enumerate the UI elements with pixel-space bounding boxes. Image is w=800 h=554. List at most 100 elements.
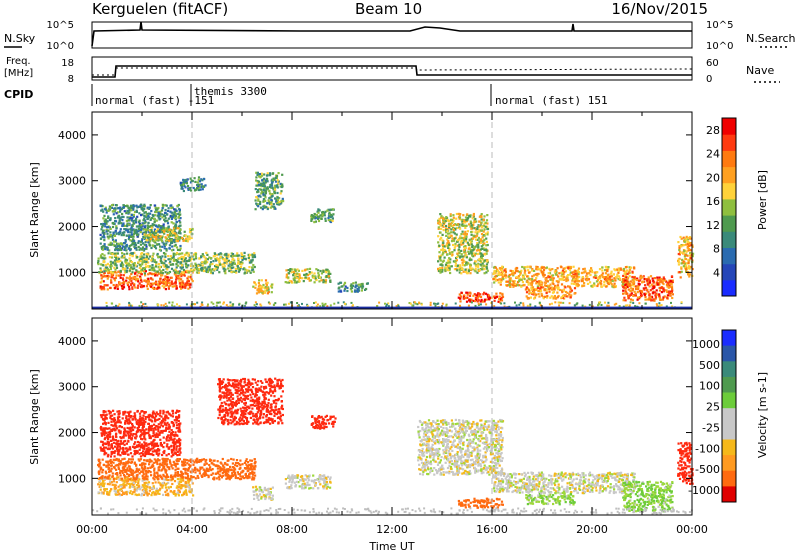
- power-cell: [486, 260, 489, 263]
- power-cell: [106, 288, 109, 291]
- power-cell: [638, 283, 641, 286]
- power-cell: [667, 281, 670, 284]
- vel-cell: [148, 486, 151, 489]
- power-cell: [465, 233, 468, 236]
- power-cell: [152, 268, 155, 271]
- power-cell: [174, 215, 178, 218]
- power-cell: [243, 254, 246, 258]
- power-cell: [266, 207, 269, 211]
- power-cell: [652, 291, 655, 294]
- power-cell: [164, 280, 167, 284]
- vel-cell: [114, 492, 117, 495]
- power-cell: [167, 258, 170, 261]
- power-cell: [481, 258, 484, 261]
- power-cell: [680, 251, 683, 254]
- power-cell: [188, 231, 192, 234]
- power-cell: [548, 290, 551, 293]
- vel-cell: [105, 488, 108, 491]
- freq-tick-bottom: 8: [68, 74, 74, 85]
- power-cell: [525, 286, 528, 289]
- power-cell: [658, 302, 661, 305]
- power-cell: [456, 239, 459, 242]
- power-cell: [179, 247, 182, 250]
- power-cell: [627, 297, 630, 300]
- power-cell: [105, 211, 108, 214]
- power-cell: [545, 278, 548, 281]
- power-cell: [156, 274, 159, 277]
- power-cell: [608, 280, 611, 283]
- power-cell: [167, 255, 170, 258]
- vel-cell: [141, 492, 144, 495]
- power-cell: [479, 263, 482, 266]
- power-cell: [439, 223, 442, 226]
- power-cell: [173, 252, 176, 255]
- power-cell: [577, 270, 580, 273]
- power-cell: [104, 248, 107, 251]
- power-cell: [306, 268, 309, 271]
- power-cell: [441, 269, 444, 272]
- power-cell: [631, 275, 634, 279]
- power-cell: [611, 278, 614, 281]
- power-cell: [135, 269, 138, 272]
- power-cell: [688, 275, 691, 278]
- power-cell: [182, 257, 185, 260]
- power-cell: [346, 289, 349, 293]
- power-cell: [132, 238, 135, 241]
- power-cell: [136, 206, 139, 209]
- power-cell: [691, 245, 694, 248]
- power-cell: [123, 242, 126, 245]
- power-cell: [217, 257, 220, 260]
- power-cell: [530, 269, 534, 272]
- power-cell: [350, 286, 353, 289]
- power-cell: [349, 284, 352, 287]
- power-cell: [622, 274, 625, 277]
- power-cell: [580, 271, 583, 274]
- power-cell: [287, 276, 290, 279]
- power-cell: [550, 274, 553, 277]
- power-cell: [242, 257, 245, 260]
- nsky-label: N.Sky: [4, 32, 36, 45]
- power-cell: [513, 280, 516, 283]
- power-cell: [120, 273, 123, 277]
- power-cell: [161, 284, 164, 288]
- power-cell: [195, 257, 198, 260]
- power-cell: [271, 193, 274, 196]
- power-cell: [200, 267, 204, 270]
- vel-cell: [174, 494, 177, 497]
- power-cell: [503, 269, 506, 272]
- power-cell: [277, 182, 280, 185]
- power-cell: [323, 214, 326, 217]
- power-cell: [190, 273, 193, 276]
- vel-cell: [109, 490, 112, 493]
- power-cell: [182, 268, 186, 272]
- power-cell: [136, 278, 139, 281]
- power-cell: [583, 282, 586, 285]
- power-cell: [660, 291, 663, 294]
- power-cell: [293, 268, 296, 271]
- power-cell: [476, 271, 479, 274]
- power-cell: [548, 272, 552, 275]
- power-cell: [534, 279, 537, 282]
- power-cell: [149, 237, 152, 241]
- power-cell: [128, 303, 131, 305]
- power-cell: [270, 285, 273, 288]
- power-cell: [200, 178, 203, 181]
- power-cell: [100, 228, 103, 231]
- power-cell: [144, 274, 147, 277]
- power-cell: [312, 215, 315, 218]
- power-cell: [512, 282, 515, 285]
- power-cell: [103, 222, 106, 226]
- power-cell: [166, 276, 169, 279]
- power-cell: [174, 271, 177, 274]
- power-cell: [458, 265, 461, 268]
- power-cell: [647, 278, 650, 281]
- power-cell: [529, 303, 532, 306]
- power-cell: [683, 249, 686, 253]
- vel-cell: [103, 482, 106, 485]
- freq-trace: [92, 65, 692, 78]
- power-cell: [113, 208, 116, 211]
- power-cell: [126, 216, 129, 219]
- vel-cell: [142, 493, 146, 496]
- power-cell: [130, 235, 133, 238]
- vel-cell: [152, 485, 155, 488]
